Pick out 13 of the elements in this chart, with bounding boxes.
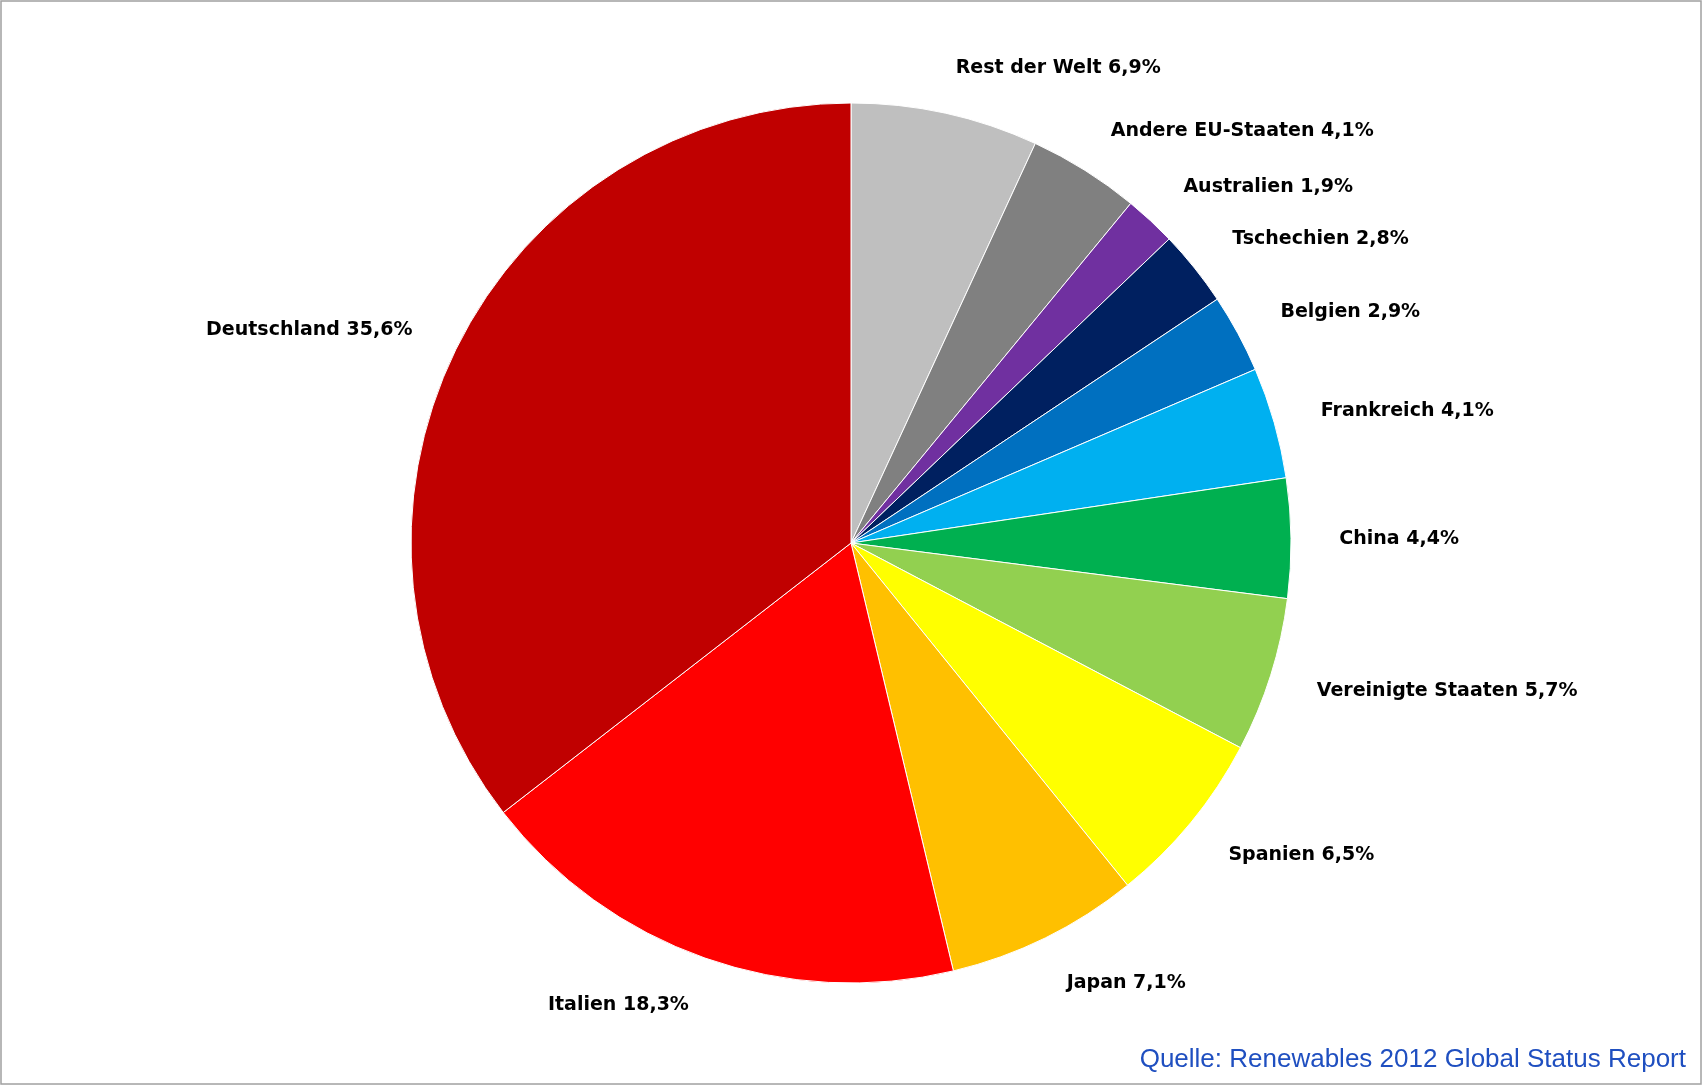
slice-label: Vereinigte Staaten 5,7% <box>1316 678 1578 701</box>
slice-label: Andere EU-Staaten 4,1% <box>1110 118 1374 141</box>
slice-label: Frankreich 4,1% <box>1320 397 1494 420</box>
source-note: Quelle: Renewables 2012 Global Status Report <box>1139 1043 1687 1073</box>
slice-label: Italien 18,3% <box>547 992 689 1015</box>
slice-label: Tschechien 2,8% <box>1232 226 1409 249</box>
slice-label: Japan 7,1% <box>1064 969 1186 992</box>
slice-label: Deutschland 35,6% <box>206 316 413 339</box>
slice-label: Australien 1,9% <box>1183 173 1353 196</box>
slice-label: Spanien 6,5% <box>1228 841 1375 864</box>
slice-label: Rest der Welt 6,9% <box>955 54 1161 77</box>
slice-label: Belgien 2,9% <box>1280 299 1421 322</box>
slice-label: China 4,4% <box>1339 526 1460 549</box>
